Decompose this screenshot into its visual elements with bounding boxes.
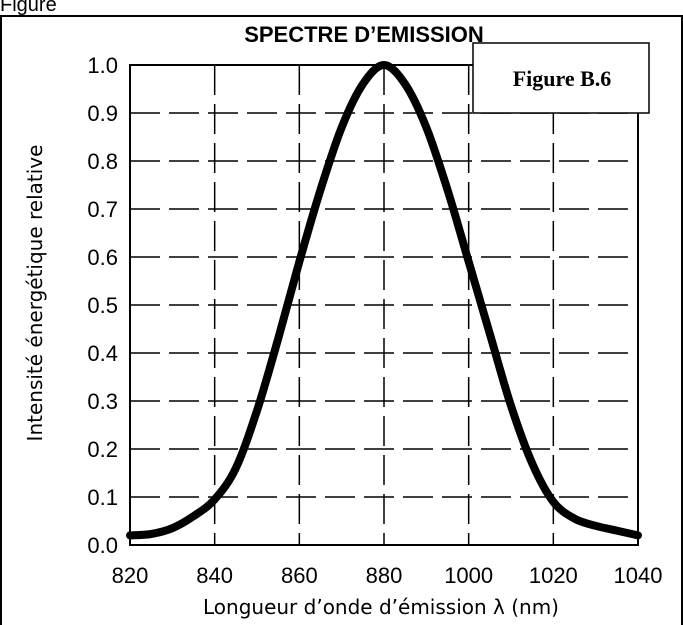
- y-tick-label: 0.3: [87, 389, 118, 414]
- chart-grid: [130, 65, 638, 545]
- figure-frame-left: [0, 15, 2, 625]
- y-tick-label: 0.4: [87, 341, 118, 366]
- y-tick-label: 0.8: [87, 149, 118, 174]
- figure-badge-box: [472, 42, 650, 114]
- y-tick-label: 0.7: [87, 197, 118, 222]
- x-tick-label: 1000: [444, 563, 493, 588]
- y-axis-label: Intensité énergétique relative: [23, 145, 47, 442]
- page-top-label: Figure: [0, 0, 57, 16]
- x-tick-label: 820: [112, 563, 149, 588]
- y-tick-label: 0.6: [87, 245, 118, 270]
- chart-title: SPECTRE D’EMISSION: [244, 22, 484, 47]
- x-tick-label: 1040: [614, 563, 663, 588]
- y-tick-label: 1.0: [87, 53, 118, 78]
- x-tick-label: 880: [366, 563, 403, 588]
- tick-labels: 820 840 860 880 1000 1020 1040 0.0 0.1 0.2 0.3 0.4 0…: [87, 53, 662, 588]
- figure-badge-label: Figure B.6: [513, 66, 612, 91]
- x-axis-label: Longueur d’onde d’émission λ (nm): [203, 595, 559, 619]
- figure-frame-right: [681, 15, 683, 625]
- figure-frame-top: [0, 15, 683, 17]
- y-tick-label: 0.2: [87, 437, 118, 462]
- y-tick-label: 0.5: [87, 293, 118, 318]
- y-tick-label: 0.1: [87, 485, 118, 510]
- x-tick-label: 1020: [529, 563, 578, 588]
- emission-curve: [126, 61, 642, 540]
- x-tick-label: 860: [281, 563, 318, 588]
- y-tick-label: 0.0: [87, 533, 118, 558]
- y-tick-label: 0.9: [87, 101, 118, 126]
- x-tick-label: 840: [196, 563, 233, 588]
